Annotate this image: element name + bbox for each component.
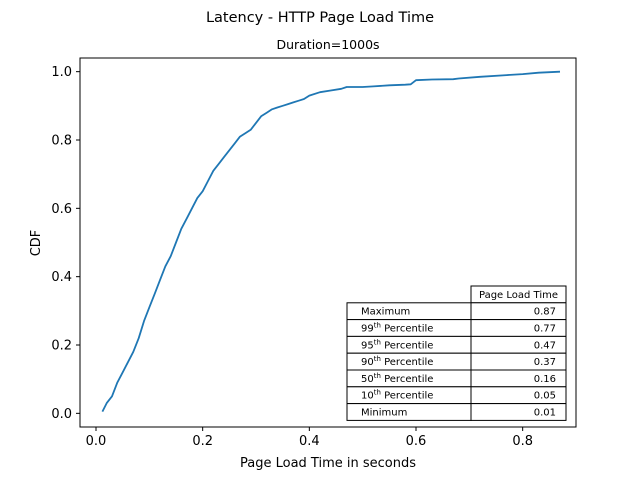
- table-row-value: 0.47: [534, 340, 556, 351]
- table-row-label-sup: th: [374, 372, 381, 380]
- x-tick-label: 0.4: [299, 434, 320, 449]
- y-tick-label: 0.8: [51, 134, 72, 149]
- y-axis-label: CDF: [29, 230, 44, 257]
- y-tick-label: 0.0: [51, 407, 72, 422]
- table-value-cell: [470, 403, 567, 421]
- plot-frame: [79, 57, 577, 428]
- table-row-label: 99th Percentile: [361, 322, 433, 335]
- table-row-label-sup: th: [374, 322, 381, 330]
- table-row-label-suffix: Percentile: [381, 357, 434, 368]
- cdf-series-line: [101, 70, 561, 413]
- y-tick-label: 0.6: [51, 202, 72, 217]
- table-row-label-main: Maximum: [361, 307, 410, 318]
- table-row-label: Minimum: [361, 408, 407, 419]
- table-row-label-suffix: Percentile: [381, 340, 434, 351]
- x-tick-label: 0.0: [86, 434, 107, 449]
- series-layer: [101, 70, 561, 413]
- table-header-label: Page Load Time: [479, 290, 558, 301]
- table-row-label-main: Minimum: [361, 408, 407, 419]
- table-row-label: Maximum: [361, 307, 410, 318]
- x-tick-label: 0.6: [406, 434, 427, 449]
- x-tick-label: 0.8: [512, 434, 533, 449]
- table-row-label: 95th Percentile: [361, 338, 433, 351]
- table-row-value: 0.37: [534, 357, 556, 368]
- x-axis-label: Page Load Time in seconds: [240, 456, 416, 471]
- table-row-value: 0.16: [534, 374, 556, 385]
- table-row-label: 10th Percentile: [361, 389, 433, 402]
- table-row-label-main: 99: [361, 324, 374, 335]
- chart-subtitle: Duration=1000s: [276, 37, 379, 52]
- table-row-label-suffix: Percentile: [381, 374, 434, 385]
- table-row-label-sup: th: [374, 338, 381, 346]
- table-row-value: 0.77: [534, 324, 556, 335]
- table-row-value: 0.01: [534, 408, 556, 419]
- y-tick-label: 0.4: [51, 270, 72, 285]
- table-row-value: 0.87: [534, 307, 556, 318]
- table-row-label: 90th Percentile: [361, 355, 433, 368]
- table-row-label-suffix: Percentile: [381, 391, 434, 402]
- table-row-label-main: 50: [361, 374, 374, 385]
- table-row-value: 0.05: [534, 391, 556, 402]
- table-row-label-sup: th: [374, 355, 381, 363]
- x-axis: 0.0 0.2 0.4 0.6 0.8: [86, 427, 533, 449]
- table-row-label: 50th Percentile: [361, 372, 433, 385]
- x-tick-label: 0.2: [192, 434, 213, 449]
- table-row-label-main: 95: [361, 340, 374, 351]
- table-row-label-main: 10: [361, 391, 374, 402]
- table-row-label-sup: th: [374, 389, 381, 397]
- table-row-label-main: 90: [361, 357, 374, 368]
- y-tick-label: 0.2: [51, 339, 72, 354]
- table-row-label-suffix: Percentile: [381, 324, 434, 335]
- chart-title: Latency - HTTP Page Load Time: [206, 10, 434, 26]
- y-axis: 0.0 0.2 0.4 0.6 0.8 1.0: [51, 65, 80, 422]
- y-tick-label: 1.0: [51, 65, 72, 80]
